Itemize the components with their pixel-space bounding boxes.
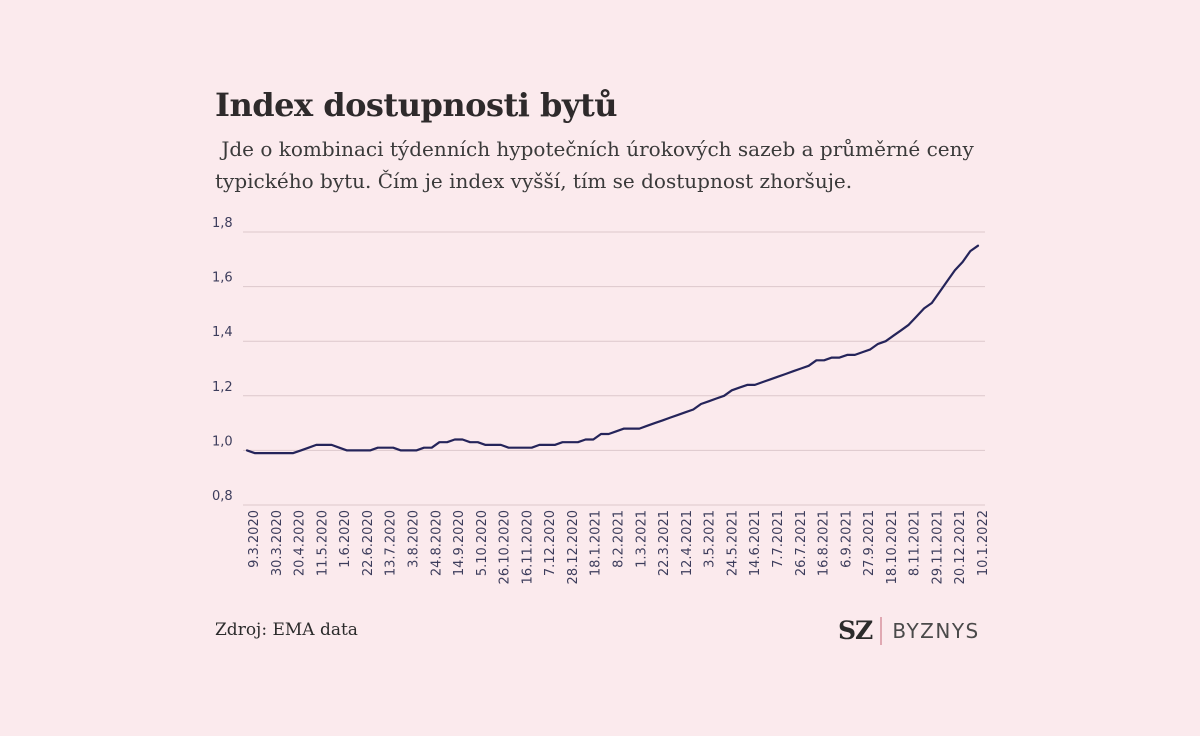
- x-tick-label: 20.12.2021: [953, 510, 968, 584]
- x-tick-label: 18.10.2021: [885, 510, 900, 584]
- y-tick-label: 0,8: [212, 489, 233, 504]
- logo-sz: SZ: [838, 616, 873, 645]
- y-tick-label: 1,4: [212, 325, 233, 340]
- source-note: Zdroj: EMA data: [215, 620, 358, 640]
- x-tick-label: 27.9.2021: [862, 510, 877, 576]
- x-tick-label: 6.9.2021: [839, 510, 854, 568]
- y-axis-ticks: 0,8 1,0 1,2 1,4 1,6 1,8: [212, 216, 233, 504]
- x-tick-label: 18.1.2021: [589, 510, 604, 576]
- x-tick-label: 13.7.2020: [384, 510, 399, 576]
- x-tick-label: 16.11.2020: [520, 510, 535, 584]
- x-tick-label: 16.8.2021: [817, 510, 832, 576]
- grid-lines: [243, 231, 985, 506]
- logo-divider: [880, 616, 883, 645]
- x-tick-label: 22.6.2020: [361, 510, 376, 576]
- y-tick-label: 1,6: [212, 271, 233, 286]
- x-tick-label: 5.10.2020: [475, 510, 490, 576]
- publisher-logo: SZ BYZNYS: [838, 616, 980, 645]
- x-tick-label: 24.5.2021: [725, 510, 740, 576]
- series-layer: [245, 244, 980, 455]
- x-tick-label: 14.6.2021: [748, 510, 763, 576]
- x-tick-label: 7.12.2020: [543, 510, 558, 576]
- x-tick-label: 10.1.2022: [976, 510, 991, 576]
- x-tick-label: 8.11.2021: [908, 510, 923, 576]
- x-axis-ticks: 9.3.2020 30.3.2020 20.4.2020 11.5.2020 1.6.2…: [247, 510, 991, 584]
- y-tick-label: 1,0: [212, 434, 233, 449]
- series-line: [245, 244, 980, 455]
- logo-byznys: BYZNYS: [892, 618, 980, 643]
- x-tick-label: 30.3.2020: [270, 510, 285, 576]
- x-tick-label: 3.5.2021: [703, 510, 718, 568]
- x-tick-label: 29.11.2021: [930, 510, 945, 584]
- y-tick-label: 1,8: [212, 216, 233, 231]
- x-tick-label: 14.9.2020: [452, 510, 467, 576]
- x-tick-label: 8.2.2021: [612, 510, 627, 568]
- x-tick-label: 28.12.2020: [566, 510, 581, 584]
- y-tick-label: 1,2: [212, 380, 233, 395]
- x-tick-label: 12.4.2021: [680, 510, 695, 576]
- x-tick-label: 26.10.2020: [498, 510, 513, 584]
- x-tick-label: 3.8.2020: [406, 510, 421, 568]
- x-tick-label: 1.6.2020: [338, 510, 353, 568]
- chart-subtitle: Jde o kombinaci týdenních hypotečních úr…: [215, 137, 981, 193]
- x-tick-label: 7.7.2021: [771, 510, 786, 568]
- x-tick-label: 11.5.2020: [315, 510, 330, 576]
- x-tick-label: 20.4.2020: [293, 510, 308, 576]
- x-tick-label: 1.3.2021: [634, 510, 649, 568]
- x-tick-label: 9.3.2020: [247, 510, 262, 568]
- x-tick-label: 26.7.2021: [794, 510, 809, 576]
- x-tick-label: 22.3.2021: [657, 510, 672, 576]
- chart-title: Index dostupnosti bytů: [215, 86, 618, 124]
- x-tick-label: 24.8.2020: [429, 510, 444, 576]
